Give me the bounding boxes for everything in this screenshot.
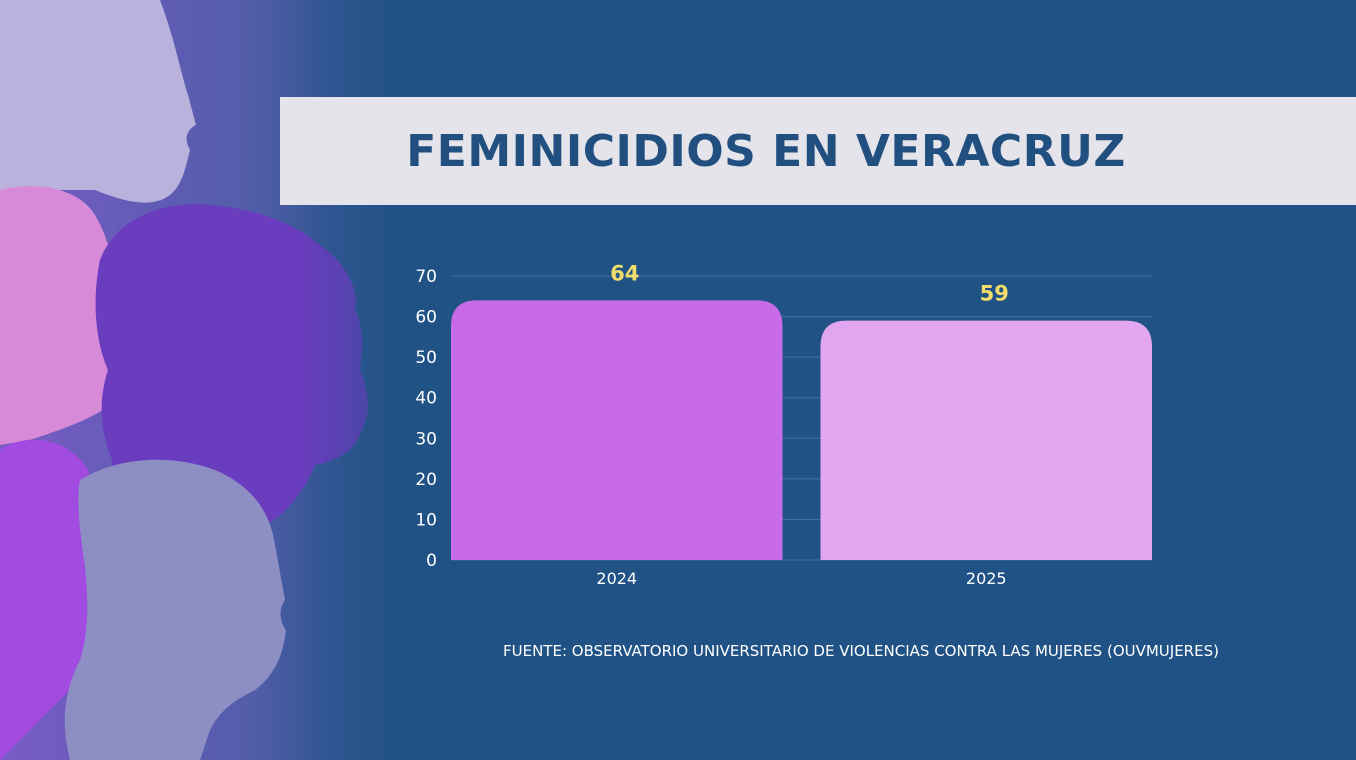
bar — [451, 300, 783, 560]
chart-title: FEMINICIDIOS EN VERACRUZ — [406, 125, 1126, 177]
y-tick-label: 20 — [415, 470, 437, 490]
bar — [820, 320, 1152, 560]
data-label: 64 — [610, 261, 639, 285]
y-tick-label: 60 — [415, 308, 437, 328]
y-tick-label: 10 — [415, 510, 437, 530]
source-note: FUENTE: OBSERVATORIO UNIVERSITARIO DE VI… — [503, 642, 1219, 660]
y-tick-label: 0 — [426, 551, 437, 571]
x-tick-label: 2024 — [596, 569, 637, 588]
x-tick-label: 2025 — [966, 569, 1007, 588]
title-band: FEMINICIDIOS EN VERACRUZ — [280, 97, 1356, 205]
y-tick-label: 70 — [415, 267, 437, 287]
y-tick-label: 40 — [415, 389, 437, 409]
y-tick-label: 50 — [415, 348, 437, 368]
y-tick-label: 30 — [415, 429, 437, 449]
data-label: 59 — [980, 282, 1009, 306]
